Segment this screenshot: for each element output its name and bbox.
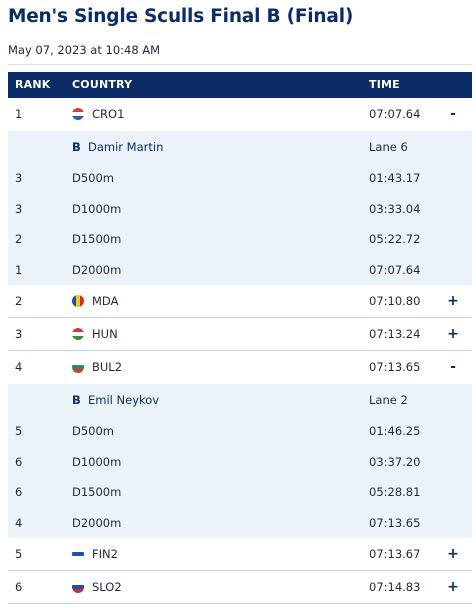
- page-title: Men's Single Sculls Final B (Final): [8, 6, 354, 27]
- table-row[interactable]: 2 MDA 07:10.80 +: [8, 285, 472, 318]
- seat-label: B: [72, 140, 81, 154]
- race-date: May 07, 2023 at 10:48 AM: [8, 43, 161, 57]
- split-rank: 6: [15, 485, 23, 499]
- split-time: 07:13.65: [369, 515, 421, 530]
- seat-label: B: [72, 393, 81, 407]
- split-rank: 5: [15, 424, 23, 438]
- split-distance: D1000m: [72, 454, 122, 469]
- split-time: 03:33.04: [369, 201, 421, 216]
- expand-button[interactable]: +: [447, 326, 459, 342]
- split-rank: 4: [15, 515, 23, 530]
- table-body: 1 CRO1 07:07.64 - B Damir Martin Lane 6 3 D500m 0…: [8, 98, 472, 604]
- row-rank: 5: [15, 547, 23, 561]
- split-time: 01:46.25: [369, 424, 421, 438]
- row-country-code: MDA: [92, 294, 119, 308]
- row-time: 07:10.80: [369, 294, 421, 308]
- row-detail-panel: B Damir Martin Lane 6 3 D500m 01:43.17 3 D1000m…: [8, 131, 472, 285]
- table-row[interactable]: 5 FIN2 07:13.67 +: [8, 538, 472, 571]
- row-rank: 1: [15, 107, 23, 121]
- split-rank: 6: [15, 454, 23, 469]
- split-time: 01:43.17: [369, 171, 421, 185]
- athlete-link[interactable]: Damir Martin: [88, 140, 164, 154]
- split-distance: D1000m: [72, 201, 122, 216]
- row-time: 07:07.64: [369, 107, 421, 121]
- split-rank: 3: [15, 171, 23, 185]
- flag-icon: [72, 108, 84, 120]
- athlete-link[interactable]: Emil Neykov: [88, 393, 160, 407]
- split-distance: D500m: [72, 171, 115, 185]
- row-detail-panel: B Emil Neykov Lane 2 5 D500m 01:46.25 6 D1000m 0…: [8, 384, 472, 538]
- row-time: 07:14.83: [369, 580, 421, 594]
- row-country-code: BUL2: [92, 360, 123, 374]
- split-time: 05:28.81: [369, 485, 421, 499]
- table-header: RANK COUNTRY TIME: [8, 72, 472, 98]
- split-row: 2 D1500m 05:22.72: [8, 224, 472, 255]
- divider: [8, 64, 472, 65]
- lane-label: Lane 6: [369, 140, 408, 154]
- column-header-country: COUNTRY: [72, 78, 133, 91]
- expand-button[interactable]: +: [447, 579, 459, 595]
- split-row: 6 D1000m 03:37.20: [8, 447, 472, 478]
- split-rank: 3: [15, 201, 23, 216]
- column-header-time: TIME: [369, 78, 400, 91]
- flag-icon: [72, 361, 84, 373]
- collapse-button[interactable]: -: [450, 106, 456, 122]
- table-row[interactable]: 4 BUL2 07:13.65 -: [8, 351, 472, 384]
- split-row: 3 D500m 01:43.17: [8, 163, 472, 194]
- row-time: 07:13.65: [369, 360, 421, 374]
- table-row[interactable]: 3 HUN 07:13.24 +: [8, 318, 472, 351]
- expand-button[interactable]: +: [447, 293, 459, 309]
- table-row[interactable]: 1 CRO1 07:07.64 -: [8, 98, 472, 131]
- split-row: 3 D1000m 03:33.04: [8, 194, 472, 225]
- split-distance: D1500m: [72, 485, 122, 499]
- split-time: 05:22.72: [369, 232, 421, 246]
- expand-button[interactable]: +: [447, 546, 459, 562]
- flag-icon: [72, 581, 84, 593]
- split-rank: 2: [15, 232, 23, 246]
- flag-icon: [72, 295, 84, 307]
- split-time: 03:37.20: [369, 454, 421, 469]
- split-row: 4 D2000m 07:13.65: [8, 508, 472, 539]
- split-row: 1 D2000m 07:07.64: [8, 255, 472, 286]
- flag-icon: [72, 328, 84, 340]
- split-rank: 1: [15, 262, 23, 277]
- row-rank: 4: [15, 360, 23, 374]
- row-rank: 2: [15, 294, 23, 308]
- athlete-row: B Damir Martin Lane 6: [8, 131, 472, 163]
- row-country-code: FIN2: [92, 547, 118, 561]
- results-table: RANK COUNTRY TIME 1 CRO1 07:07.64 - B Damir M…: [8, 72, 472, 604]
- table-row[interactable]: 6 SLO2 07:14.83 +: [8, 571, 472, 604]
- split-row: 6 D1500m 05:28.81: [8, 477, 472, 508]
- athlete-row: B Emil Neykov Lane 2: [8, 384, 472, 416]
- row-country-code: CRO1: [92, 107, 125, 121]
- row-time: 07:13.24: [369, 327, 421, 341]
- collapse-button[interactable]: -: [450, 359, 456, 375]
- row-country-code: HUN: [92, 327, 118, 341]
- split-distance: D2000m: [72, 515, 122, 530]
- split-row: 5 D500m 01:46.25: [8, 416, 472, 447]
- column-header-rank: RANK: [15, 78, 51, 91]
- row-country-code: SLO2: [92, 580, 122, 594]
- split-distance: D500m: [72, 424, 115, 438]
- row-time: 07:13.67: [369, 547, 421, 561]
- lane-label: Lane 2: [369, 393, 408, 407]
- split-distance: D2000m: [72, 262, 122, 277]
- row-rank: 6: [15, 580, 23, 594]
- split-time: 07:07.64: [369, 262, 421, 277]
- row-rank: 3: [15, 327, 23, 341]
- flag-icon: [72, 548, 84, 560]
- split-distance: D1500m: [72, 232, 122, 246]
